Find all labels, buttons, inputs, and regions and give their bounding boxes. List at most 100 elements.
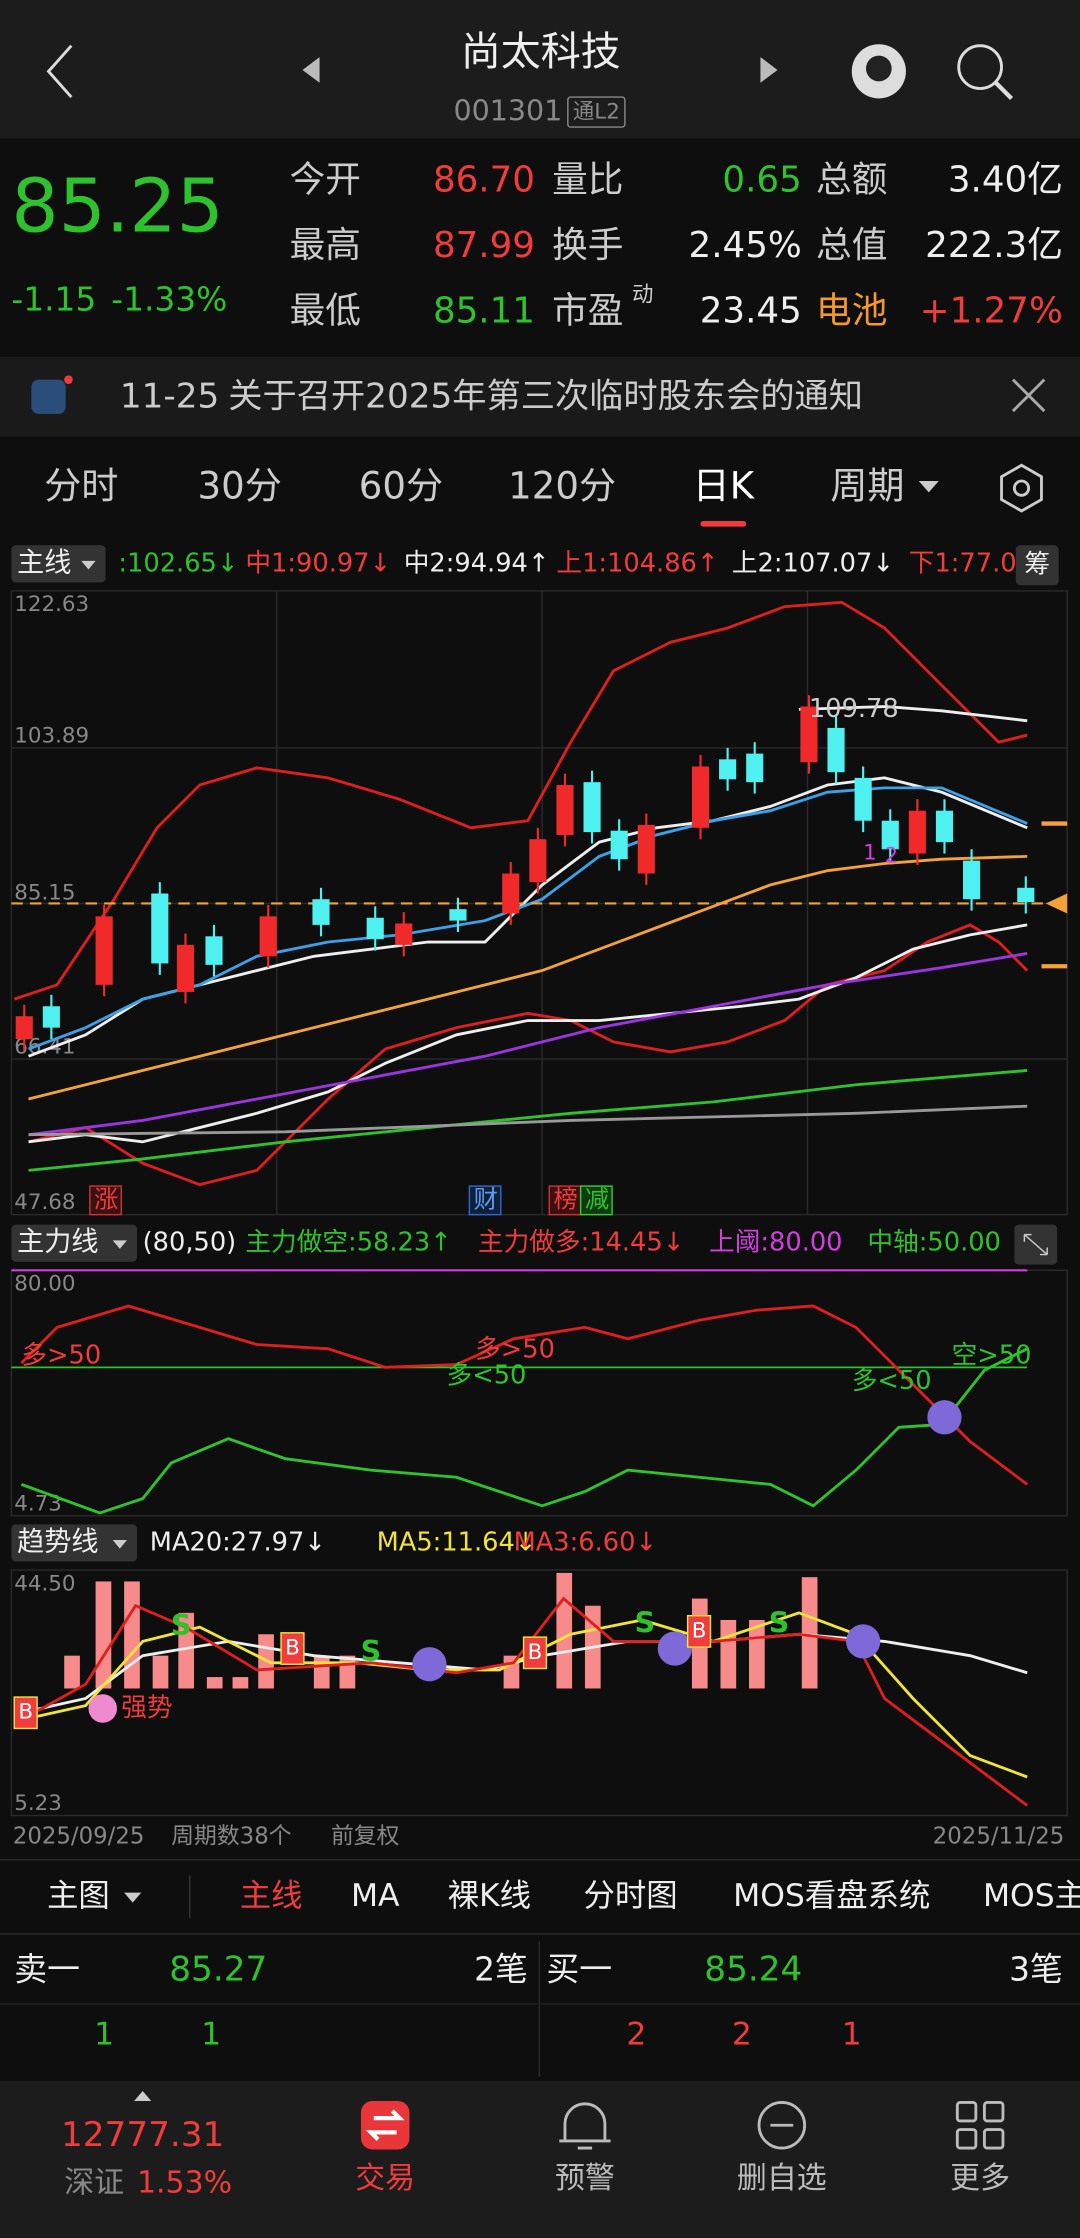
event-marker: 榜 [554, 1184, 578, 1213]
adjust: 前复权 [331, 1823, 400, 1849]
axis-label: 85.15 [14, 880, 75, 905]
sell-volume: 1 [201, 2016, 221, 2052]
toolbar-item[interactable]: MA [351, 1878, 400, 1914]
candle [583, 782, 601, 833]
select-arrow [112, 1240, 127, 1249]
index-value[interactable]: 12777.31 [61, 2115, 224, 2155]
change-pct: -1.33% [111, 281, 227, 319]
candle [529, 839, 547, 883]
legend-item: 中轴:50.00 [867, 1228, 1000, 1258]
next-stock[interactable] [760, 57, 778, 83]
select-arrow [112, 1540, 127, 1549]
buy-volume: 2 [732, 2016, 752, 2052]
notice-close[interactable] [1011, 378, 1046, 413]
trend-bar [556, 1572, 573, 1689]
tab-underline [700, 520, 747, 527]
field-value: 0.65 [722, 159, 801, 200]
candle [395, 923, 413, 945]
sell-label: 卖一 [14, 1951, 80, 1989]
nav-item[interactable]: 删自选 [737, 2161, 827, 2196]
indicator-select[interactable] [11, 1224, 137, 1262]
axis-label: 5.23 [14, 1791, 62, 1816]
main-lines-part [28, 854, 1028, 1101]
sell-price: 85.27 [169, 1950, 267, 1990]
field-value: 86.70 [433, 159, 535, 200]
event-markers: 涨 财 榜 减 [89, 1184, 613, 1216]
back-button[interactable] [46, 44, 73, 99]
axis-label: 122.63 [14, 592, 89, 617]
prev-stock[interactable] [302, 57, 320, 83]
toolbar-item[interactable]: 分时图 [584, 1878, 678, 1914]
buy-volume: 2 [626, 2016, 646, 2052]
grid-part [10, 1569, 1068, 1817]
chip-button[interactable] [1015, 545, 1059, 586]
legend-item: MA3:6.60↓ [514, 1527, 657, 1557]
candle [556, 785, 574, 835]
toolbar: 主线 MA 裸K线 分时图 MOS看盘系统 MOS主 [240, 1878, 1080, 1914]
legend-item: 中2:94.94↑ [404, 548, 550, 578]
legend-item: MA20:27.97↓ [150, 1527, 326, 1557]
toolbar-item[interactable]: MOS主 [983, 1878, 1080, 1914]
annotation: 多>50 [21, 1340, 101, 1370]
buy-label: 买一 [546, 1951, 612, 1989]
legend-item: 上2:107.07↓ [732, 548, 894, 578]
nav-item[interactable]: 更多 [950, 2161, 1010, 2196]
sub2-lines-part [846, 1624, 881, 1659]
indicator-select[interactable] [11, 545, 106, 583]
main-select[interactable]: 主图 [47, 1878, 110, 1914]
notice-dot [64, 375, 73, 384]
tab[interactable]: 30分 [198, 465, 282, 508]
signal-s: S [171, 1609, 192, 1642]
sub1-lines-part [20, 1304, 1029, 1486]
count-label: 1 [863, 841, 877, 866]
tab[interactable]: 60分 [359, 465, 443, 508]
axis-label: 80.00 [14, 1272, 75, 1297]
trend-bar [313, 1655, 330, 1689]
candle [719, 759, 737, 780]
index-change: 1.53% [137, 2165, 232, 2200]
annotation: 强势 [121, 1693, 172, 1723]
signal-box [280, 1632, 305, 1665]
indicator-select[interactable] [11, 1524, 137, 1562]
nav-item[interactable]: 预警 [555, 2161, 615, 2196]
main-lines-part [798, 705, 1028, 723]
event-marker: 涨 [94, 1184, 118, 1213]
candle [637, 824, 655, 874]
settings-icon[interactable] [1000, 463, 1043, 513]
toolbar-item[interactable]: MOS看盘系统 [733, 1878, 930, 1914]
tab[interactable]: 120分 [508, 465, 616, 508]
stock-name: 尚太科技 [461, 29, 621, 75]
toolbar-item[interactable]: 主线 [240, 1878, 303, 1914]
tab[interactable]: 周期 [830, 465, 904, 508]
trend-bar [801, 1577, 818, 1689]
trend-bar [749, 1619, 765, 1689]
buy-price: 85.24 [704, 1950, 802, 1990]
sub2-lines-part [20, 1596, 1029, 1807]
event-markers-part [468, 1185, 502, 1216]
candle [854, 777, 872, 821]
signal-s: S [635, 1606, 656, 1639]
notice-text: 关于召开2025年第三次临时股东会的通知 [228, 377, 863, 417]
candle [449, 909, 467, 921]
toolbar-item[interactable]: 裸K线 [448, 1878, 531, 1914]
mascot-eye [865, 55, 892, 82]
trend-bar [206, 1677, 223, 1689]
trend-bar [64, 1655, 80, 1689]
tab-dropdown[interactable] [918, 480, 939, 493]
candle [176, 944, 195, 992]
search-handle [994, 81, 1014, 100]
field-sup: 动 [632, 282, 653, 307]
search-icon[interactable] [957, 44, 1003, 90]
sub2-lines-part [412, 1647, 447, 1682]
trade-arrows [365, 2109, 405, 2142]
more-icon-part [955, 2100, 978, 2123]
axis-label: 44.50 [14, 1571, 75, 1596]
nav-item[interactable]: 交易 [355, 2161, 415, 2196]
candle [881, 820, 899, 850]
tab[interactable]: 分时 [44, 465, 118, 508]
index-name: 深证 [64, 2165, 124, 2200]
tab[interactable]: 日K [693, 465, 756, 508]
price: 85.25 [11, 164, 223, 250]
sell-volume: 1 [94, 2016, 114, 2052]
